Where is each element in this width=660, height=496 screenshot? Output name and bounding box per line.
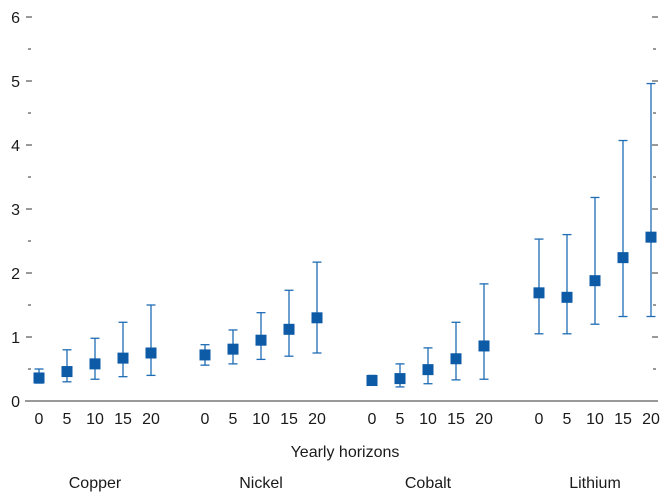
data-point — [478, 340, 490, 352]
y-tick-label: 4 — [11, 138, 20, 155]
data-point — [394, 373, 406, 385]
x-tick-label: 15 — [280, 411, 298, 428]
x-tick-label: 15 — [114, 411, 132, 428]
x-tick-label: 0 — [35, 411, 44, 428]
data-point — [589, 275, 601, 287]
data-point — [283, 323, 295, 335]
data-point — [227, 343, 239, 355]
group-labels: Copper Nickel Cobalt Lithium — [69, 475, 621, 492]
series-nickel — [199, 261, 323, 366]
plot-area — [33, 82, 657, 388]
data-point — [561, 291, 573, 303]
series-lithium — [533, 82, 657, 335]
x-tick-label: 0 — [201, 411, 210, 428]
x-axis-title: Yearly horizons — [291, 444, 400, 461]
y-tick-label: 2 — [11, 266, 20, 283]
y-tick-label: 3 — [11, 202, 20, 219]
data-point — [199, 349, 211, 361]
y-tick-label: 6 — [11, 10, 20, 27]
x-tick-label: 20 — [142, 411, 160, 428]
data-point — [645, 231, 657, 243]
data-point — [422, 364, 434, 376]
x-tick-label: 5 — [396, 411, 405, 428]
data-point — [117, 352, 129, 364]
x-tick-label: 5 — [563, 411, 572, 428]
series-cobalt — [366, 283, 490, 388]
y-tick-label: 5 — [11, 74, 20, 91]
data-point — [450, 353, 462, 365]
x-tick-label: 20 — [642, 411, 660, 428]
x-axis: 0 5 10 15 20 0 5 10 15 20 0 5 10 15 20 0 5 10 15 20 — [25, 400, 660, 428]
x-tick-label: 15 — [447, 411, 465, 428]
right-y-axis — [652, 16, 658, 402]
group-label-lithium: Lithium — [569, 475, 621, 492]
data-point — [89, 358, 101, 370]
series-copper — [33, 304, 157, 384]
data-point — [33, 372, 45, 384]
data-point — [255, 334, 267, 346]
left-y-axis: 0 1 2 3 4 5 6 — [11, 10, 32, 411]
data-point — [533, 287, 545, 299]
data-point — [617, 252, 629, 264]
x-tick-label: 0 — [535, 411, 544, 428]
data-point — [145, 347, 157, 359]
x-tick-label: 10 — [586, 411, 604, 428]
group-label-nickel: Nickel — [239, 475, 283, 492]
y-tick-label: 0 — [11, 394, 20, 411]
data-point — [61, 366, 73, 378]
group-label-cobalt: Cobalt — [405, 475, 452, 492]
x-tick-label: 5 — [229, 411, 238, 428]
group-label-copper: Copper — [69, 475, 122, 492]
x-tick-label: 10 — [252, 411, 270, 428]
x-tick-label: 15 — [614, 411, 632, 428]
y-tick-label: 1 — [11, 330, 20, 347]
data-point — [311, 312, 323, 324]
x-tick-label: 20 — [308, 411, 326, 428]
x-tick-label: 10 — [86, 411, 104, 428]
x-tick-label: 0 — [368, 411, 377, 428]
x-tick-label: 20 — [475, 411, 493, 428]
data-point — [366, 375, 378, 387]
x-tick-label: 10 — [419, 411, 437, 428]
x-tick-label: 5 — [63, 411, 72, 428]
